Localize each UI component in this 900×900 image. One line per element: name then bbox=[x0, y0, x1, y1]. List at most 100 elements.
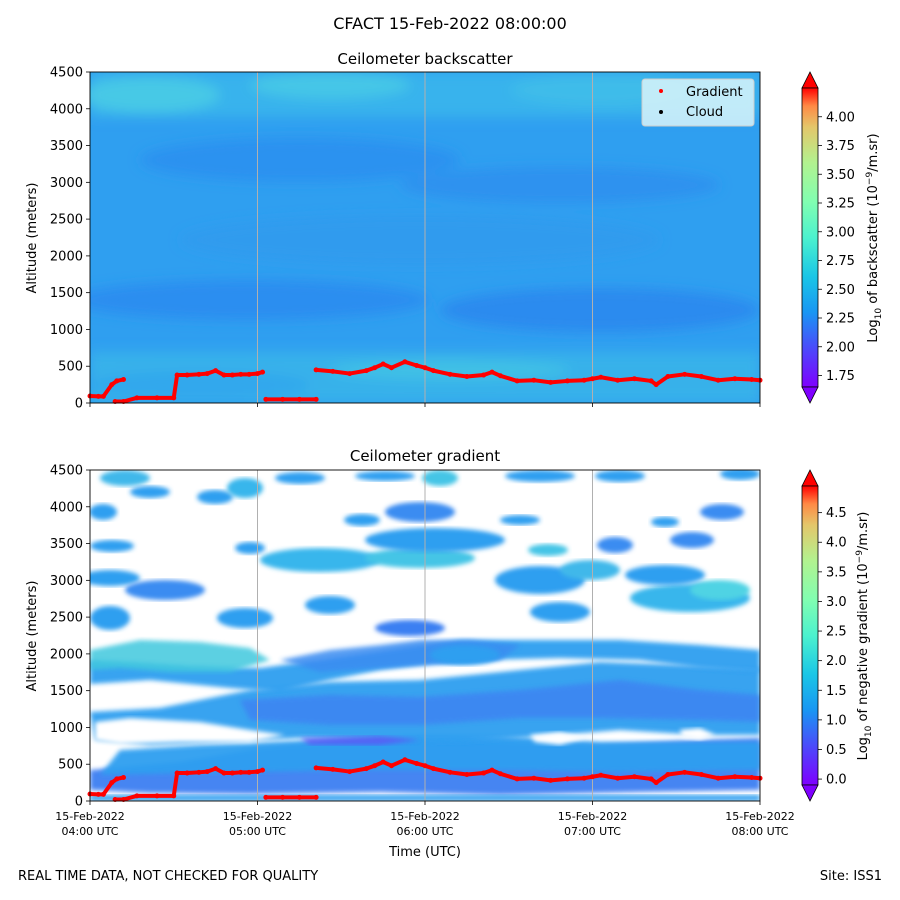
gradient-trace-segment bbox=[565, 776, 587, 781]
backscatter-colorbar-ticks: 1.75 2.00 2.25 2.50 2.75 3.00 3.25 3.50 3.75 4.00 bbox=[818, 110, 855, 384]
legend: Gradient Cloud bbox=[641, 78, 755, 127]
gradient-point bbox=[213, 766, 219, 772]
gradient-point bbox=[280, 396, 286, 402]
colorbar-tick-label: 0.0 bbox=[826, 773, 847, 788]
colorbar-tick-label: 4.5 bbox=[826, 506, 847, 521]
y-tick-label: 3000 bbox=[50, 574, 83, 589]
y-tick-label: 1000 bbox=[50, 323, 83, 338]
backscatter-vertical-gridlines bbox=[257, 72, 593, 403]
gradient-point bbox=[109, 780, 115, 786]
gradient-trace-segment bbox=[565, 378, 587, 383]
gradient-point bbox=[497, 373, 503, 379]
colorbar-tick-label: 2.5 bbox=[826, 625, 847, 640]
gradient-point bbox=[581, 377, 587, 383]
gradient-point bbox=[749, 774, 755, 780]
y-tick-label: 500 bbox=[58, 360, 83, 375]
gradient-point bbox=[330, 368, 336, 374]
gradient-point bbox=[296, 396, 302, 402]
gradient-point bbox=[213, 368, 219, 374]
gradient-point bbox=[184, 372, 190, 378]
gradient-point bbox=[430, 368, 436, 374]
gradient-point bbox=[204, 371, 210, 377]
colorbar-min-extend bbox=[801, 386, 819, 404]
gradient-trace-segment bbox=[464, 373, 486, 379]
gradient-trace-segment bbox=[448, 372, 469, 379]
gradient-trace-segment bbox=[464, 771, 486, 777]
gradient-point bbox=[134, 793, 140, 799]
gradient-trace-segment bbox=[632, 376, 654, 383]
gradient-trace-segment bbox=[615, 774, 637, 781]
legend-gradient-label: Gradient bbox=[686, 85, 743, 100]
y-tick-label: 3000 bbox=[50, 176, 83, 191]
gradient-trace-segment bbox=[682, 372, 704, 379]
colorbar-tick-label: 1.0 bbox=[826, 713, 847, 728]
y-tick-label: 4000 bbox=[50, 102, 83, 117]
legend-cloud-marker bbox=[659, 110, 663, 114]
gradient-point bbox=[653, 780, 659, 786]
gradient-heatmap bbox=[90, 470, 760, 801]
gradient-point bbox=[665, 374, 671, 380]
y-tick-label: 0 bbox=[75, 795, 83, 810]
gradient-point bbox=[246, 769, 252, 775]
colorbar-gradient bbox=[801, 87, 819, 388]
gradient-point bbox=[221, 372, 227, 378]
gradient-point bbox=[715, 377, 721, 383]
gradient-trace-segment bbox=[699, 772, 721, 781]
gradient-point bbox=[447, 769, 453, 775]
gradient-point bbox=[347, 769, 353, 775]
backscatter-colorbar: 1.75 2.00 2.25 2.50 2.75 3.00 3.25 3.50 3.75 4.00… bbox=[801, 71, 884, 404]
gradient-point bbox=[171, 395, 177, 401]
gradient-trace-segment bbox=[171, 373, 180, 400]
colorbar-tick-label: 3.00 bbox=[826, 225, 855, 240]
gradient-trace-segment bbox=[548, 776, 570, 783]
colorbar-max-extend bbox=[801, 469, 819, 487]
gradient-point bbox=[255, 769, 260, 775]
gradient-point bbox=[363, 766, 369, 772]
gradient-point bbox=[548, 379, 554, 385]
gradient-point bbox=[598, 374, 604, 380]
colorbar-min-extend bbox=[801, 784, 819, 802]
gradient-point bbox=[171, 793, 177, 799]
gradient-trace-segment bbox=[347, 766, 369, 774]
gradient-point bbox=[749, 376, 755, 382]
gradient-trace-segment bbox=[347, 368, 369, 376]
gradient-point bbox=[732, 376, 738, 382]
y-tick-label: 500 bbox=[58, 758, 83, 773]
gradient-trace-segment bbox=[515, 776, 536, 781]
y-tick-label: 2000 bbox=[50, 249, 83, 264]
gradient-point bbox=[121, 376, 126, 382]
gradient-trace-segment bbox=[448, 770, 469, 777]
colorbar-tick-label: 0.5 bbox=[826, 743, 847, 758]
backscatter-panel: Ceilometer backscatter bbox=[25, 50, 884, 412]
legend-cloud-label: Cloud bbox=[686, 105, 723, 120]
backscatter-x-axis-ticks bbox=[89, 403, 761, 407]
main-title: CFACT 15-Feb-2022 08:00:00 bbox=[333, 14, 567, 33]
gradient-point bbox=[564, 776, 570, 782]
gradient-y-axis-ticks: 0 500 1000 1500 2000 2500 3000 3500 4000 4500 bbox=[50, 464, 90, 810]
gradient-point bbox=[514, 378, 520, 384]
gradient-colorbar-label: Log10 of negative gradient (10−9/m.sr) bbox=[855, 512, 874, 761]
gradient-trace-segment bbox=[548, 378, 570, 385]
gradient-trace-segment bbox=[716, 376, 737, 383]
gradient-point bbox=[363, 368, 369, 374]
legend-box bbox=[641, 78, 755, 127]
gradient-point bbox=[389, 365, 394, 371]
y-tick-label: 2000 bbox=[50, 647, 83, 662]
backscatter-y-axis-ticks: 0 500 1000 1500 2000 2500 3000 3500 4000 4500 bbox=[50, 66, 90, 412]
gradient-panel: Ceilometer gradient bbox=[25, 447, 874, 860]
x-tick-time-label: 04:00 UTC bbox=[61, 825, 118, 838]
gradient-point bbox=[154, 793, 160, 799]
gradient-trace-segment bbox=[531, 378, 553, 385]
y-tick-label: 4000 bbox=[50, 500, 83, 515]
colorbar-tick-label: 3.25 bbox=[826, 197, 855, 212]
backscatter-panel-title: Ceilometer backscatter bbox=[337, 50, 513, 68]
colorbar-tick-label: 4.0 bbox=[826, 536, 847, 551]
y-tick-label: 2500 bbox=[50, 611, 83, 626]
y-tick-label: 4500 bbox=[50, 66, 83, 81]
gradient-point bbox=[615, 377, 621, 383]
gradient-point bbox=[598, 772, 604, 778]
gradient-panel-title: Ceilometer gradient bbox=[350, 447, 500, 465]
colorbar-tick-label: 3.0 bbox=[826, 595, 847, 610]
